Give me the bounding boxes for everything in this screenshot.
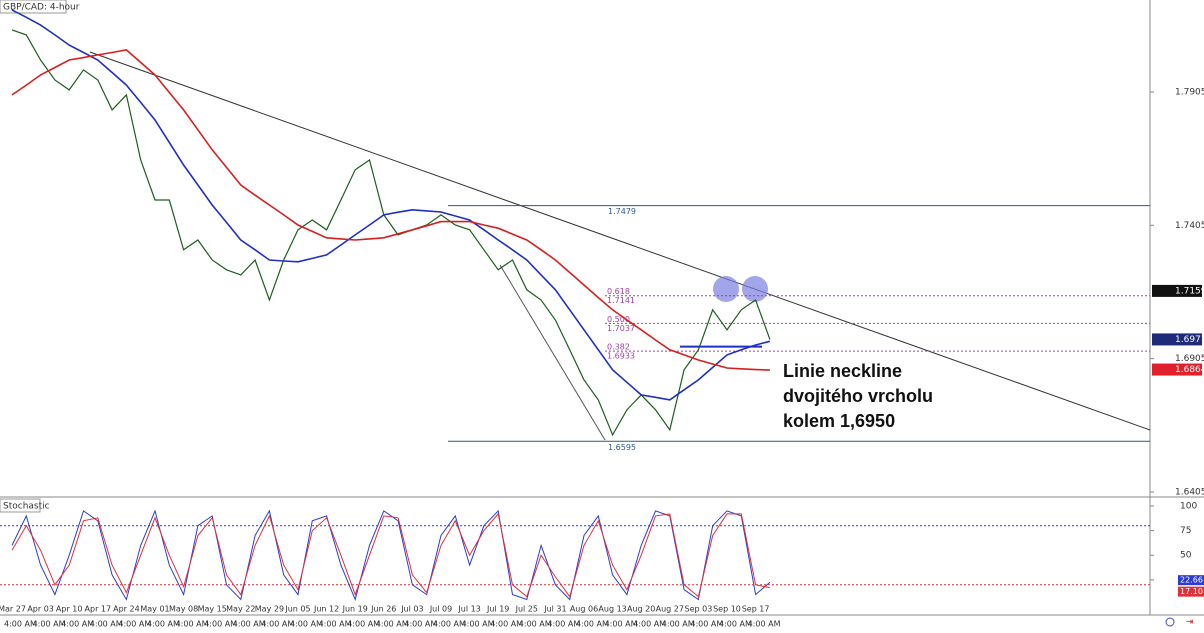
series-line: [11, 509, 771, 602]
x-tick-label: May 29: [255, 605, 284, 614]
time-label: 4:00 AM: [490, 620, 523, 629]
fib-ratio: 0.618: [607, 287, 630, 296]
time-label: 4:00 AM: [118, 620, 151, 629]
x-tick-label: Jun 05: [284, 605, 310, 614]
stoch-title: Stochastic: [3, 502, 50, 512]
x-tick-label: Jul 03: [400, 605, 423, 614]
time-label: 4:00 AM: [90, 620, 123, 629]
price-badge-label: 1.6977: [1175, 335, 1204, 345]
x-tick-label: May 22: [226, 605, 255, 614]
series-line: [11, 9, 771, 401]
stoch-tick-label: 75: [1180, 526, 1191, 536]
time-label: 4:00 AM: [576, 620, 609, 629]
time-label: 4:00 AM: [347, 620, 380, 629]
time-label: 4:00 AM: [547, 620, 580, 629]
time-label: 4:00 AM: [204, 620, 237, 629]
x-tick-label: Sep 03: [684, 605, 712, 614]
annotation-line: dvojitého vrcholu: [783, 386, 933, 406]
title-box: [0, 0, 67, 14]
x-tick-label: Jun 26: [370, 605, 396, 614]
price-badge: [1152, 363, 1202, 376]
x-tick-label: Jun 19: [342, 605, 368, 614]
icon[interactable]: ⇥: [1186, 618, 1194, 628]
x-tick-label: May 08: [169, 605, 198, 614]
stoch-tick-label: 50: [1180, 551, 1192, 561]
x-tick-label: Jul 13: [457, 605, 480, 614]
x-tick-label: May 15: [198, 605, 227, 614]
x-tick-label: Sep 17: [742, 605, 770, 614]
fib-price: 1.7037: [607, 324, 635, 333]
time-label: 4:00 AM: [462, 620, 495, 629]
x-tick-label: Aug 27: [656, 605, 684, 614]
stoch-title-box: [0, 498, 41, 513]
y-tick-label: 1.6905: [1175, 354, 1204, 364]
time-label: 4:00 AM: [662, 620, 695, 629]
swing-line: [499, 264, 606, 441]
x-tick-label: Jul 09: [429, 605, 452, 614]
x-tick-label: May 01: [140, 605, 169, 614]
series-line: [11, 49, 770, 371]
time-label: 4:00 AM: [290, 620, 323, 629]
x-tick-label: Apr 24: [113, 605, 140, 614]
x-tick-label: Apr 10: [56, 605, 83, 614]
time-label: 4:00 AM: [4, 620, 37, 629]
x-tick-label: Jul 31: [543, 605, 566, 614]
x-tick-label: Aug 13: [598, 605, 626, 614]
series-line: [11, 512, 770, 598]
level-label: 1.6595: [608, 443, 636, 452]
fib-ratio: 0.500: [607, 315, 630, 324]
price-badge-label: 1.6864: [1175, 365, 1204, 375]
price-badge: [1152, 284, 1202, 297]
time-label: 4:00 AM: [33, 620, 66, 629]
y-tick-label: 1.6405: [1175, 487, 1204, 497]
series-line: [11, 29, 771, 437]
x-tick-label: Jul 25: [515, 605, 538, 614]
time-label: 4:00 AM: [404, 620, 437, 629]
x-tick-label: Sep 10: [713, 605, 741, 614]
time-label: 4:00 AM: [605, 620, 638, 629]
icon[interactable]: [1165, 617, 1175, 627]
trendline: [89, 51, 1151, 431]
x-tick-label: Aug 20: [627, 605, 655, 614]
level-label: 1.7479: [608, 207, 636, 216]
fib-ratio: 0.382: [607, 343, 630, 352]
fib-price: 1.7141: [607, 296, 635, 305]
time-label: 4:00 AM: [719, 620, 752, 629]
x-tick-label: Jul 19: [486, 605, 509, 614]
time-label: 4:00 AM: [690, 620, 723, 629]
time-label: 4:00 AM: [433, 620, 466, 629]
time-label: 4:00 AM: [519, 620, 552, 629]
stoch-badge: [1178, 586, 1204, 597]
time-label: 4:00 AM: [319, 620, 352, 629]
stoch-badge-label: 22.66: [1180, 576, 1203, 585]
price-badge: [1152, 333, 1202, 346]
stoch-badge: [1178, 575, 1204, 586]
x-tick-label: Mar 27: [0, 605, 26, 614]
stoch-badge-label: 17.10: [1180, 587, 1203, 596]
x-tick-label: Aug 06: [570, 605, 598, 614]
top-marker: [742, 276, 768, 302]
x-tick-label: Apr 17: [85, 605, 112, 614]
top-marker: [713, 276, 739, 302]
annotation-line: Linie neckline: [783, 361, 902, 381]
x-tick-label: Jun 12: [313, 605, 339, 614]
y-tick-label: 1.7405: [1175, 221, 1204, 231]
price-badge-label: 1.7159: [1175, 286, 1204, 296]
time-label: 4:00 AM: [261, 620, 294, 629]
time-label: 4:00 AM: [176, 620, 209, 629]
time-label: 4:00 AM: [748, 620, 781, 629]
chart-title: GBP/CAD: 4-hour: [3, 3, 80, 13]
time-label: 4:00 AM: [147, 620, 180, 629]
time-label: 4:00 AM: [376, 620, 409, 629]
time-label: 4:00 AM: [633, 620, 666, 629]
fib-price: 1.6933: [607, 352, 635, 361]
stoch-tick-label: 100: [1180, 502, 1197, 512]
y-tick-label: 1.7905: [1175, 87, 1204, 97]
time-label: 4:00 AM: [233, 620, 266, 629]
x-tick-label: Apr 03: [27, 605, 54, 614]
annotation-line: kolem 1,6950: [783, 411, 895, 431]
time-label: 4:00 AM: [61, 620, 94, 629]
